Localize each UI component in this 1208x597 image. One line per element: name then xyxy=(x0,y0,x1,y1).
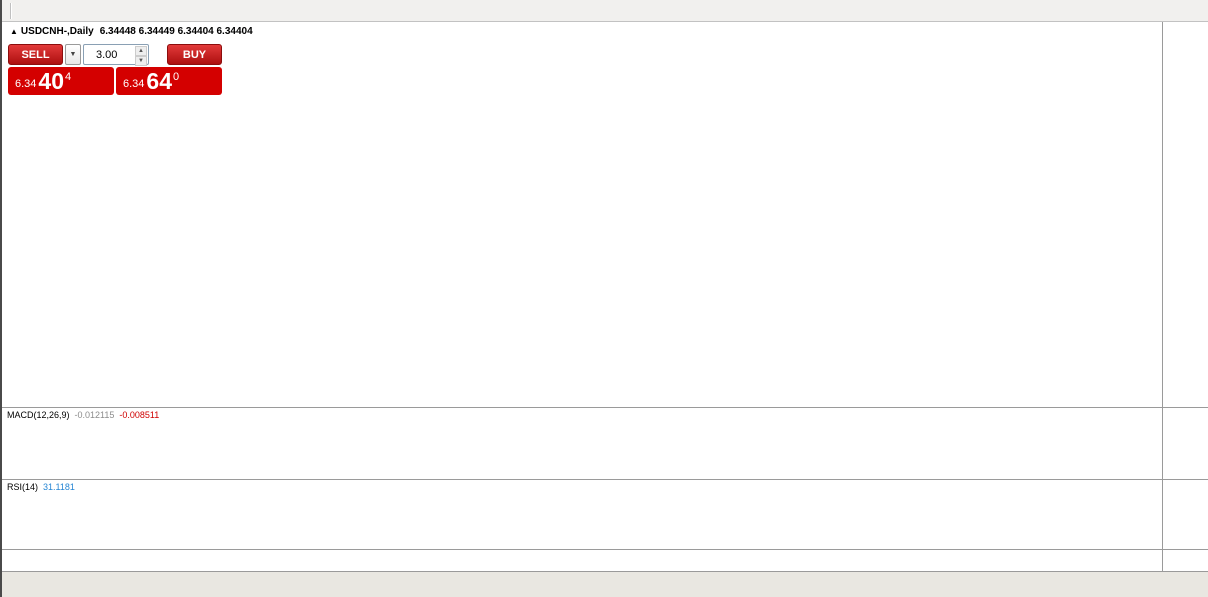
bid-price-panel[interactable]: 6.34 40 4 xyxy=(8,67,114,95)
ask-fraction: 0 xyxy=(173,71,180,83)
volume-input[interactable]: 3.00 ▲ ▼ xyxy=(83,44,149,66)
rsi-value: 31.1181 xyxy=(43,482,75,492)
volume-decrease-button[interactable]: ▼ xyxy=(135,56,147,66)
one-click-trading-panel: SELL ▼ 3.00 ▲ ▼ BUY 6.34 40 4 xyxy=(8,44,222,95)
rsi-label: RSI(14) 31.1181 xyxy=(7,482,75,492)
macd-chart[interactable] xyxy=(2,408,1162,479)
macd-name: MACD(12,26,9) xyxy=(7,410,70,420)
macd-pane[interactable]: MACD(12,26,9) -0.012115 -0.008511 xyxy=(2,408,1208,479)
chevron-down-icon: ▼ xyxy=(69,51,77,58)
volume-increase-button[interactable]: ▲ xyxy=(135,46,147,56)
axis-separator xyxy=(1162,22,1163,571)
chart-marker-icon: ▲ xyxy=(10,27,18,36)
sell-button[interactable]: SELL xyxy=(8,44,63,65)
bid-pips: 40 xyxy=(38,68,65,94)
symbol-quote-line: ▲ USDCNH-,Daily 6.34448 6.34449 6.34404 6.… xyxy=(10,26,253,37)
pane-separator[interactable] xyxy=(2,549,1208,550)
price-chart-pane[interactable]: ▲ USDCNH-,Daily 6.34448 6.34449 6.34404 6.… xyxy=(2,22,1208,407)
bid-base: 6.34 xyxy=(15,78,37,90)
buy-button[interactable]: BUY xyxy=(167,44,222,65)
ohlc-values: 6.34448 6.34449 6.34404 6.34404 xyxy=(99,26,253,37)
price-axis[interactable] xyxy=(1163,22,1208,571)
chart-title: USDCNH-,Daily xyxy=(20,26,94,37)
chart-region: ▲ USDCNH-,Daily 6.34448 6.34449 6.34404 6.… xyxy=(2,22,1208,571)
volume-dropdown[interactable]: ▼ xyxy=(65,44,81,65)
ask-price-panel[interactable]: 6.34 64 0 xyxy=(116,67,222,95)
time-axis[interactable] xyxy=(2,550,1208,571)
timeframe-toolbar xyxy=(2,0,1208,22)
macd-signal-value: -0.008511 xyxy=(119,410,160,420)
volume-spinner: ▲ ▼ xyxy=(135,46,147,66)
bid-fraction: 4 xyxy=(65,71,72,83)
rsi-pane[interactable]: RSI(14) 31.1181 xyxy=(2,480,1208,549)
macd-main-value: -0.012115 xyxy=(74,410,115,420)
ask-pips: 64 xyxy=(146,68,173,94)
toolbar-separator xyxy=(10,2,11,19)
macd-label: MACD(12,26,9) -0.012115 -0.008511 xyxy=(7,410,159,420)
ask-base: 6.34 xyxy=(123,78,145,90)
rsi-chart[interactable] xyxy=(2,480,1162,549)
rsi-name: RSI(14) xyxy=(7,482,39,492)
pane-separator[interactable] xyxy=(2,479,1208,480)
chart-tab-bar xyxy=(2,571,1208,597)
volume-value: 3.00 xyxy=(96,48,118,61)
pane-separator[interactable] xyxy=(2,407,1208,408)
